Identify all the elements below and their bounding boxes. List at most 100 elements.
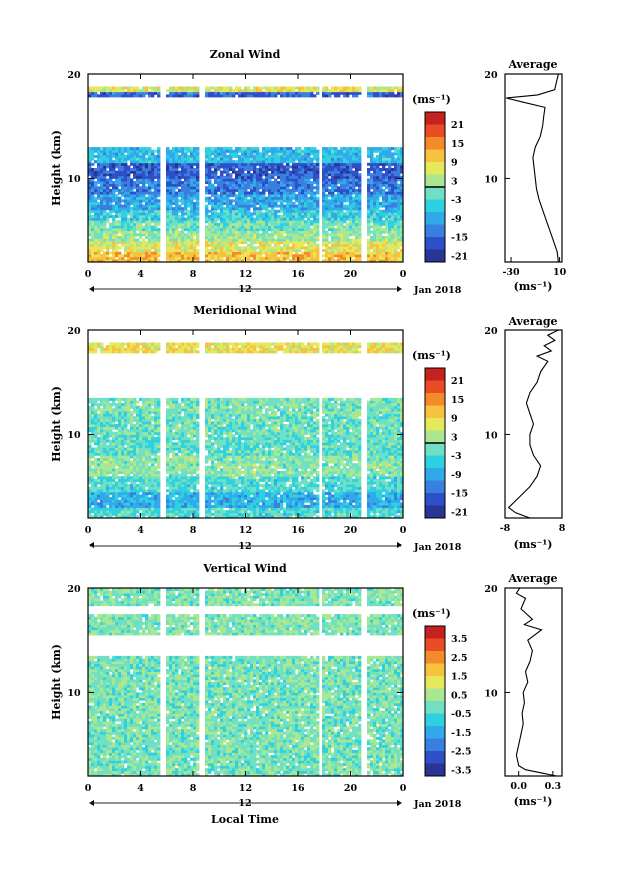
heatmap-cell: [145, 152, 149, 156]
heatmap-cell: [343, 199, 347, 203]
heatmap-cell: [196, 152, 200, 156]
heatmap-cell: [211, 230, 215, 234]
heatmap-cell: [217, 228, 221, 232]
heatmap-cell: [373, 212, 377, 216]
heatmap-cell: [145, 225, 149, 229]
heatmap-cell: [388, 207, 392, 211]
heatmap-cell: [208, 209, 212, 213]
heatmap-cell: [115, 209, 119, 213]
heatmap-cell: [262, 181, 266, 185]
heatmap-cell: [112, 168, 116, 172]
heatmap-cell: [274, 94, 278, 98]
heatmap-cell: [238, 168, 242, 172]
heatmap-cell: [100, 165, 104, 169]
heatmap-cell: [376, 194, 380, 198]
heatmap-cell: [118, 207, 122, 211]
heatmap-cell: [292, 256, 296, 260]
heatmap-cell: [277, 162, 281, 166]
heatmap-cell: [349, 154, 353, 158]
heatmap-cell: [247, 222, 251, 226]
heatmap-cell: [268, 160, 272, 164]
heatmap-cell: [226, 225, 230, 229]
heatmap-cell: [376, 173, 380, 177]
heatmap-cell: [136, 160, 140, 164]
heatmap-cell: [220, 154, 224, 158]
heatmap-cell: [352, 233, 356, 237]
heatmap-cell: [400, 207, 404, 211]
heatmap-cell: [388, 160, 392, 164]
heatmap-cell: [352, 157, 356, 161]
heatmap-cell: [238, 222, 242, 226]
heatmap-cell: [127, 168, 131, 172]
heatmap-cell: [262, 196, 266, 200]
heatmap-cell: [193, 228, 197, 232]
heatmap-cell: [205, 507, 209, 511]
heatmap-cell: [268, 248, 272, 252]
heatmap-cell: [166, 515, 170, 519]
heatmap-cell: [112, 199, 116, 203]
heatmap-cell: [253, 157, 257, 161]
heatmap-cell: [235, 238, 239, 242]
heatmap-cell: [328, 512, 332, 516]
heatmap-cell: [181, 512, 185, 516]
heatmap-cell: [325, 199, 329, 203]
heatmap-cell: [247, 504, 251, 508]
heatmap-cell: [100, 233, 104, 237]
heatmap-cell: [295, 183, 299, 187]
heatmap-cell: [88, 201, 92, 205]
heatmap-cell: [100, 191, 104, 195]
heatmap-cell: [334, 186, 338, 190]
heatmap-cell: [211, 504, 215, 508]
heatmap-cell: [274, 510, 278, 514]
heatmap-cell: [343, 91, 347, 95]
heatmap-cell: [376, 175, 380, 179]
heatmap-cell: [109, 199, 113, 203]
heatmap-cell: [133, 243, 137, 247]
heatmap-cell: [190, 233, 194, 237]
heatmap-cell: [175, 243, 179, 247]
heatmap-cell: [214, 194, 218, 198]
heatmap-cell: [340, 178, 344, 182]
heatmap-cell: [313, 256, 317, 260]
heatmap-cell: [346, 181, 350, 185]
heatmap-cell: [262, 188, 266, 192]
heatmap-cell: [232, 259, 236, 263]
heatmap-cell: [397, 507, 401, 511]
heatmap-cell: [241, 162, 245, 166]
heatmap-cell: [181, 207, 185, 211]
heatmap-cell: [274, 204, 278, 208]
heatmap-cell: [394, 259, 398, 263]
heatmap-cell: [250, 512, 254, 516]
heatmap-cell: [277, 515, 281, 519]
heatmap-cell: [283, 160, 287, 164]
heatmap-cell: [349, 209, 353, 213]
heatmap-cell: [124, 170, 128, 174]
heatmap-cell: [295, 225, 299, 229]
heatmap-cell: [355, 209, 359, 213]
heatmap-cell: [316, 212, 320, 216]
heatmap-cell: [304, 152, 308, 156]
heatmap-cell: [139, 248, 143, 252]
heatmap-cell: [205, 149, 209, 153]
heatmap-cell: [139, 160, 143, 164]
heatmap-cell: [370, 186, 374, 190]
heatmap-cell: [388, 162, 392, 166]
heatmap-cell: [400, 199, 404, 203]
heatmap-cell: [139, 178, 143, 182]
heatmap-cell: [238, 220, 242, 224]
heatmap-cell: [217, 89, 221, 93]
heatmap-cell: [181, 191, 185, 195]
heatmap-cell: [196, 222, 200, 226]
heatmap-cell: [286, 510, 290, 514]
heatmap-cell: [133, 248, 137, 252]
heatmap-cell: [172, 235, 176, 239]
heatmap-cell: [331, 191, 335, 195]
heatmap-cell: [187, 235, 191, 239]
heatmap-cell: [226, 254, 230, 258]
heatmap-cell: [133, 254, 137, 258]
heatmap-cell: [247, 175, 251, 179]
heatmap-cell: [220, 165, 224, 169]
heatmap-cell: [268, 147, 272, 151]
heatmap-cell: [106, 212, 110, 216]
heatmap-cell: [214, 510, 218, 514]
